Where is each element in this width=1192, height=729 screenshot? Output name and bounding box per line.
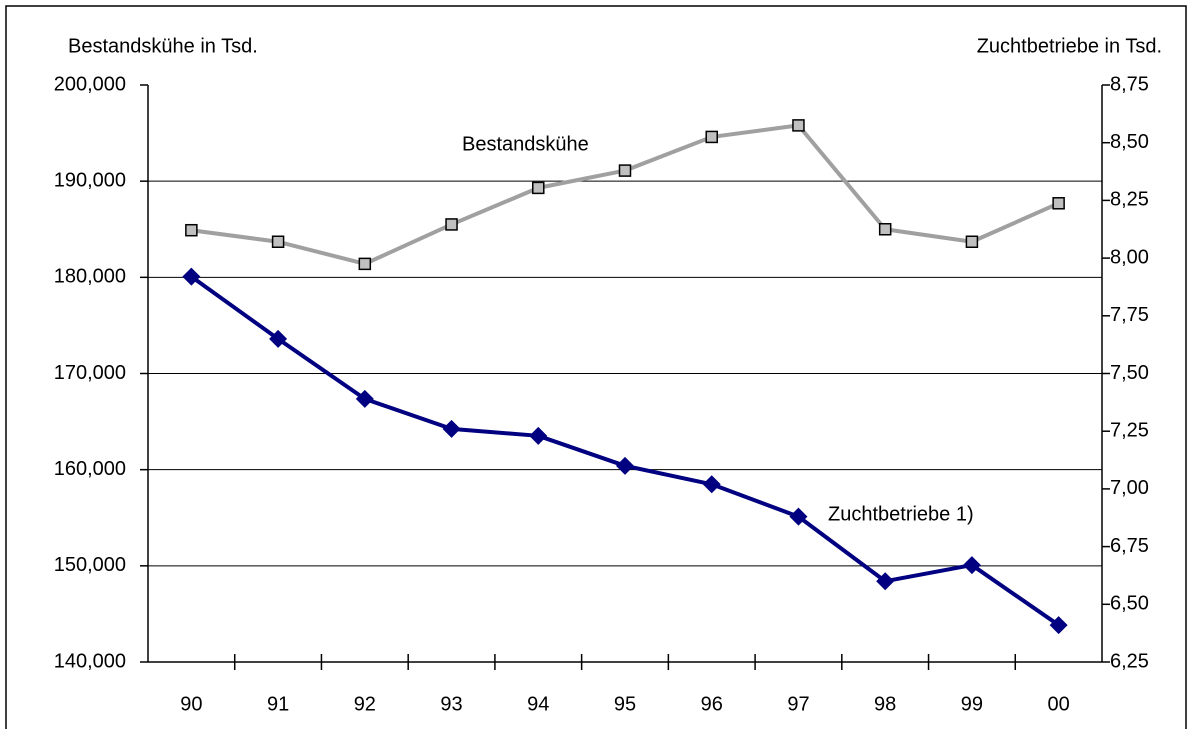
y2-tick-label: 7,25 [1110, 419, 1149, 441]
y2-tick-label: 7,75 [1110, 304, 1149, 326]
x-tick-label: 91 [267, 693, 289, 715]
y-tick-label: 190,000 [54, 169, 126, 191]
marker [445, 218, 458, 231]
marker [616, 456, 634, 475]
marker [705, 130, 718, 144]
x-tick-label: 00 [1048, 693, 1070, 715]
marker [1049, 616, 1068, 635]
y2-tick-label: 8,25 [1110, 189, 1149, 211]
marker [962, 556, 981, 575]
marker [876, 572, 895, 591]
y-tick-label: 200,000 [54, 73, 126, 95]
y2-axis-title: Zuchtbetriebe in Tsd. [977, 35, 1162, 57]
marker [271, 235, 285, 249]
y2-tick-label: 6,25 [1110, 650, 1149, 672]
marker [1052, 197, 1065, 210]
y-axis-title: Bestandskühe in Tsd. [68, 35, 258, 57]
marker [442, 419, 461, 438]
y-tick-label: 170,000 [54, 362, 126, 384]
series-label: Bestandskühe [462, 133, 589, 155]
y-tick-label: 140,000 [54, 650, 126, 672]
marker [789, 507, 808, 526]
y-tick-label: 150,000 [54, 554, 126, 576]
x-tick-label: 97 [787, 693, 809, 715]
y2-tick-label: 7,50 [1110, 362, 1149, 384]
y2-tick-label: 8,75 [1110, 73, 1149, 95]
marker [355, 389, 374, 408]
y2-tick-label: 8,50 [1110, 131, 1149, 153]
y2-tick-label: 8,00 [1110, 246, 1149, 268]
marker [878, 223, 892, 236]
series-line [190, 274, 1060, 627]
series-line [191, 123, 1060, 266]
y2-tick-label: 6,75 [1110, 535, 1149, 557]
y-tick-label: 160,000 [54, 458, 126, 480]
marker [269, 329, 288, 348]
x-tick-label: 96 [701, 693, 723, 715]
y2-tick-label: 6,50 [1110, 593, 1149, 615]
chart-border [5, 5, 1187, 729]
marker [185, 223, 198, 237]
x-tick-label: 90 [180, 693, 202, 715]
x-tick-label: 92 [354, 693, 376, 715]
marker [532, 181, 545, 195]
marker [792, 119, 805, 132]
marker [965, 235, 979, 249]
marker [618, 164, 632, 177]
y-tick-label: 180,000 [54, 266, 126, 288]
x-tick-label: 99 [961, 693, 983, 715]
y2-tick-label: 7,00 [1110, 477, 1149, 499]
x-tick-label: 94 [527, 693, 549, 715]
x-tick-label: 98 [874, 693, 896, 715]
marker [358, 257, 372, 271]
marker [529, 426, 548, 445]
x-tick-label: 93 [440, 693, 462, 715]
marker [182, 267, 201, 286]
marker [702, 475, 721, 494]
x-tick-label: 95 [614, 693, 636, 715]
series-label: Zuchtbetriebe 1) [828, 503, 974, 525]
